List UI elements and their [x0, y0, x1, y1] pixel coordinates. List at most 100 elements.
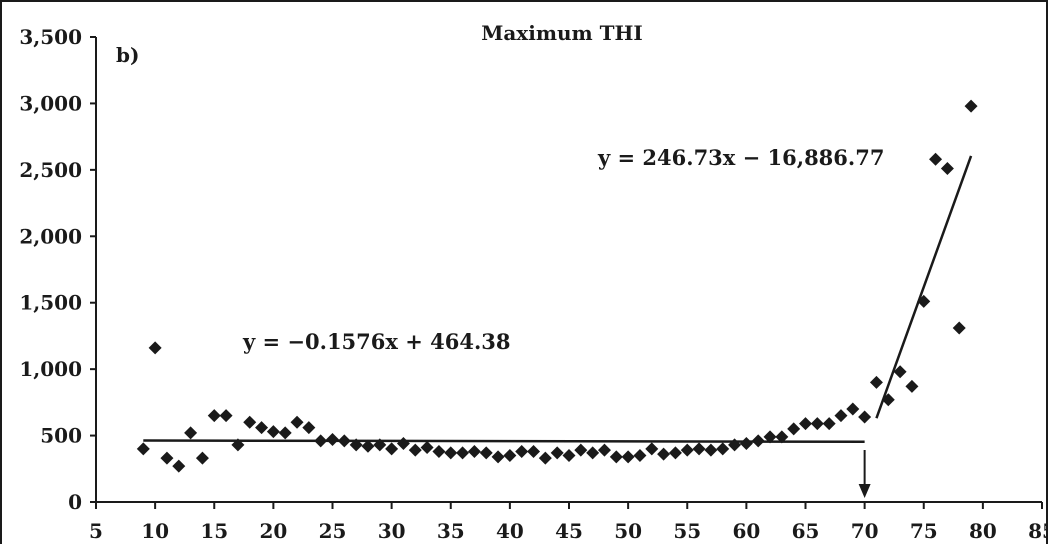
data-point: [349, 438, 363, 452]
data-point: [207, 409, 221, 423]
data-point: [810, 417, 824, 431]
data-point: [373, 438, 387, 452]
y-tick-label: 1,500: [19, 291, 82, 315]
data-point: [893, 365, 907, 379]
data-point: [527, 445, 541, 459]
data-point: [231, 438, 245, 452]
x-tick-label: 15: [200, 519, 228, 543]
data-point: [716, 442, 730, 456]
x-tick-label: 60: [732, 519, 760, 543]
x-tick-label: 40: [496, 519, 524, 543]
data-point: [538, 451, 552, 465]
data-point: [905, 379, 919, 393]
y-axis: 0 500 1,000 1,500 2,000 2,500 3,000 3,500: [19, 25, 97, 514]
data-point: [385, 442, 399, 456]
data-point: [148, 341, 162, 355]
y-tick-label: 2,500: [19, 158, 82, 182]
data-point: [408, 443, 422, 457]
data-point: [396, 437, 410, 451]
data-point: [929, 152, 943, 166]
data-point: [869, 375, 883, 389]
x-tick-label: 75: [910, 519, 938, 543]
data-point: [728, 438, 742, 452]
data-point: [621, 450, 635, 464]
data-point: [822, 417, 836, 431]
trend-equation-left: y = −0.1576x + 464.38: [242, 329, 511, 354]
data-point: [479, 446, 493, 460]
data-point: [160, 451, 174, 465]
trend-line-right: [875, 155, 973, 419]
data-point: [467, 445, 481, 459]
data-point: [326, 433, 339, 447]
data-point: [302, 421, 316, 435]
data-point: [456, 446, 470, 460]
data-point: [361, 439, 375, 453]
data-point: [184, 426, 198, 440]
data-point: [952, 321, 966, 335]
data-point: [858, 410, 872, 424]
data-point: [243, 415, 257, 429]
threshold-arrow: [858, 450, 871, 498]
panel-label: b): [116, 43, 139, 67]
data-point: [917, 294, 931, 308]
data-point: [964, 99, 978, 113]
data-point: [562, 449, 576, 462]
x-tick-label: 85: [1028, 519, 1048, 543]
data-point: [420, 441, 434, 455]
y-tick-label: 3,000: [19, 91, 82, 115]
x-tick-label: 25: [319, 519, 347, 543]
x-tick-label: 45: [555, 519, 583, 543]
y-tick-label: 2,000: [19, 224, 82, 248]
data-point: [586, 446, 600, 460]
data-point: [799, 417, 812, 431]
x-tick-label: 5: [89, 519, 103, 543]
y-tick-label: 1,000: [19, 357, 82, 381]
x-tick-label: 10: [141, 519, 169, 543]
data-point: [444, 446, 458, 460]
x-tick-label: 35: [437, 519, 465, 543]
data-point: [266, 425, 280, 439]
arrow-head: [858, 484, 871, 498]
data-point: [739, 437, 753, 451]
chart-title: Maximum THI: [481, 21, 643, 45]
data-point: [574, 443, 588, 457]
data-point: [172, 459, 186, 473]
data-point: [787, 422, 801, 436]
data-point: [195, 451, 209, 465]
data-point: [290, 415, 304, 429]
data-point: [503, 449, 517, 462]
x-tick-label: 80: [969, 519, 997, 543]
data-point: [633, 449, 647, 462]
data-point: [255, 421, 269, 435]
x-axis: 5 10 15 20 25 30 35 40 45 50 55 60 65 70 75 80 85: [89, 501, 1048, 543]
x-tick-label: 65: [792, 519, 820, 543]
data-point: [668, 446, 682, 460]
data-point: [491, 450, 505, 464]
y-tick-label: 500: [40, 424, 82, 448]
data-point: [278, 426, 292, 440]
data-point: [704, 443, 718, 457]
data-point: [136, 442, 150, 456]
trend-equation-right: y = 246.73x − 16,886.77: [597, 145, 884, 170]
data-point: [680, 443, 694, 457]
data-point: [337, 434, 351, 448]
x-tick-label: 20: [259, 519, 287, 543]
data-point: [432, 445, 446, 459]
data-point: [657, 447, 671, 461]
data-point: [940, 162, 954, 176]
data-point: [763, 430, 777, 444]
data-point: [775, 430, 789, 444]
data-point: [881, 393, 895, 407]
y-tick-label: 0: [68, 490, 82, 514]
data-point: [645, 442, 659, 456]
data-point: [609, 450, 623, 464]
data-point: [550, 446, 564, 460]
data-point: [692, 442, 706, 456]
data-point: [597, 443, 611, 457]
data-point: [846, 402, 860, 416]
data-points: [136, 99, 978, 473]
y-tick-label: 3,500: [19, 25, 82, 49]
x-tick-label: 30: [378, 519, 406, 543]
